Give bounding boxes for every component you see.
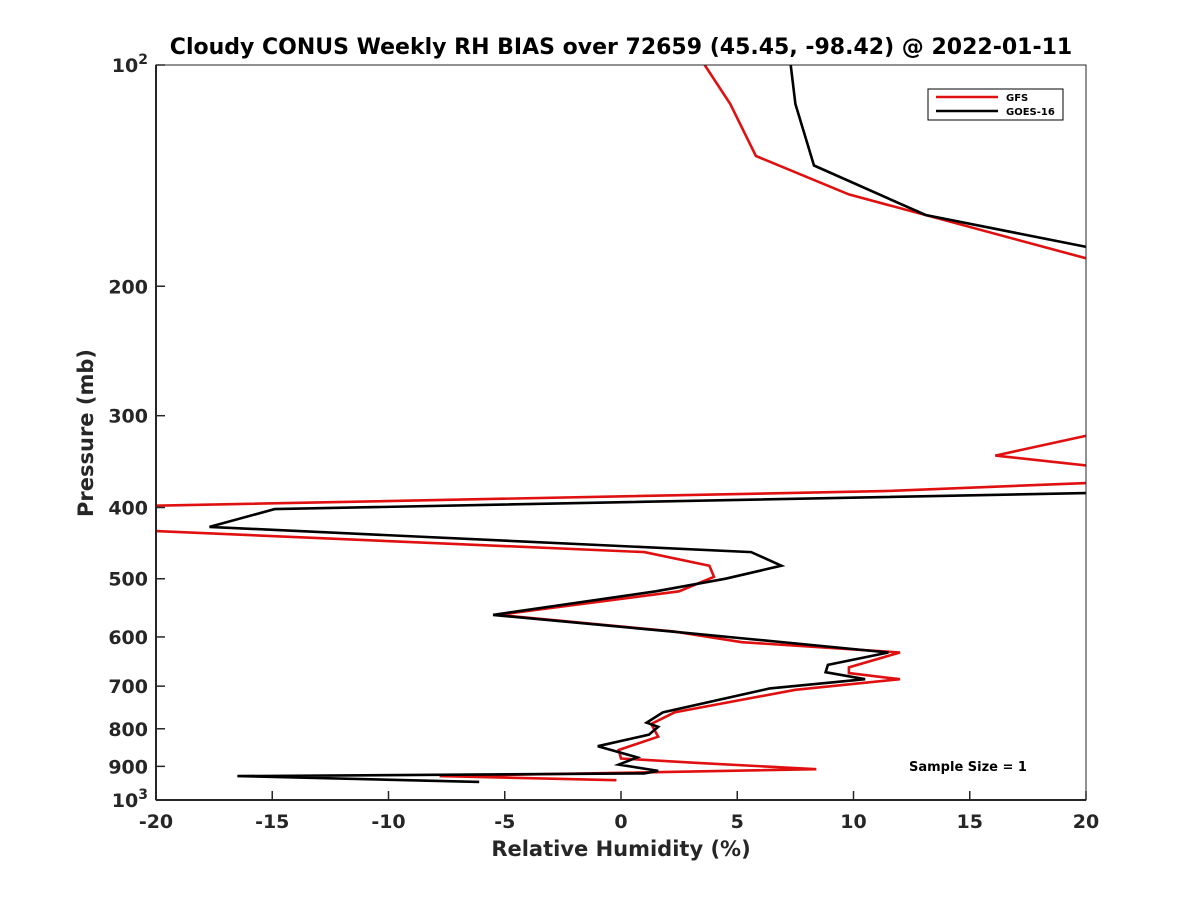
- y-axis-title: Pressure (mb): [74, 349, 98, 517]
- legend-box: [927, 88, 1064, 121]
- y-tick-label: 103: [112, 787, 148, 812]
- x-tick-label: -10: [371, 811, 405, 833]
- x-tick-label: 5: [731, 811, 744, 833]
- y-tick-label: 400: [108, 498, 148, 520]
- y-tick-label: 600: [108, 627, 148, 649]
- x-tick-label: 15: [957, 811, 983, 833]
- x-tick-label: 20: [1073, 811, 1099, 833]
- x-axis-title: Relative Humidity (%): [491, 837, 750, 861]
- x-tick-label: -15: [255, 811, 289, 833]
- y-tick-label: 800: [108, 719, 148, 741]
- legend-label-gfs: GFS: [1006, 93, 1028, 104]
- sample-size-annotation: Sample Size = 1: [909, 760, 1027, 775]
- x-tick-label: 10: [840, 811, 866, 833]
- legend-label-goes16: GOES-16: [1006, 107, 1055, 118]
- y-tick-label: 300: [108, 406, 148, 428]
- chart-title: Cloudy CONUS Weekly RH BIAS over 72659 (…: [170, 35, 1072, 60]
- y-tick-label: 102: [112, 52, 148, 77]
- y-tick-label: 900: [108, 756, 148, 778]
- y-tick-label: 500: [108, 569, 148, 591]
- series-layer: [156, 65, 1086, 784]
- x-tick-label: -20: [139, 811, 173, 833]
- y-tick-label: 700: [108, 676, 148, 698]
- legend: GFS GOES-16: [927, 88, 1064, 121]
- x-axis-ticks: -20 -15 -10 -5 0 5 10 15 20: [139, 791, 1099, 833]
- x-tick-label: 0: [614, 811, 627, 833]
- y-axis-ticks: 102 200 300 400 500 600 700 800 900 103: [108, 52, 165, 812]
- series-line-goes16: [209, 65, 1086, 784]
- y-tick-label: 200: [108, 276, 148, 298]
- x-tick-label: -5: [494, 811, 515, 833]
